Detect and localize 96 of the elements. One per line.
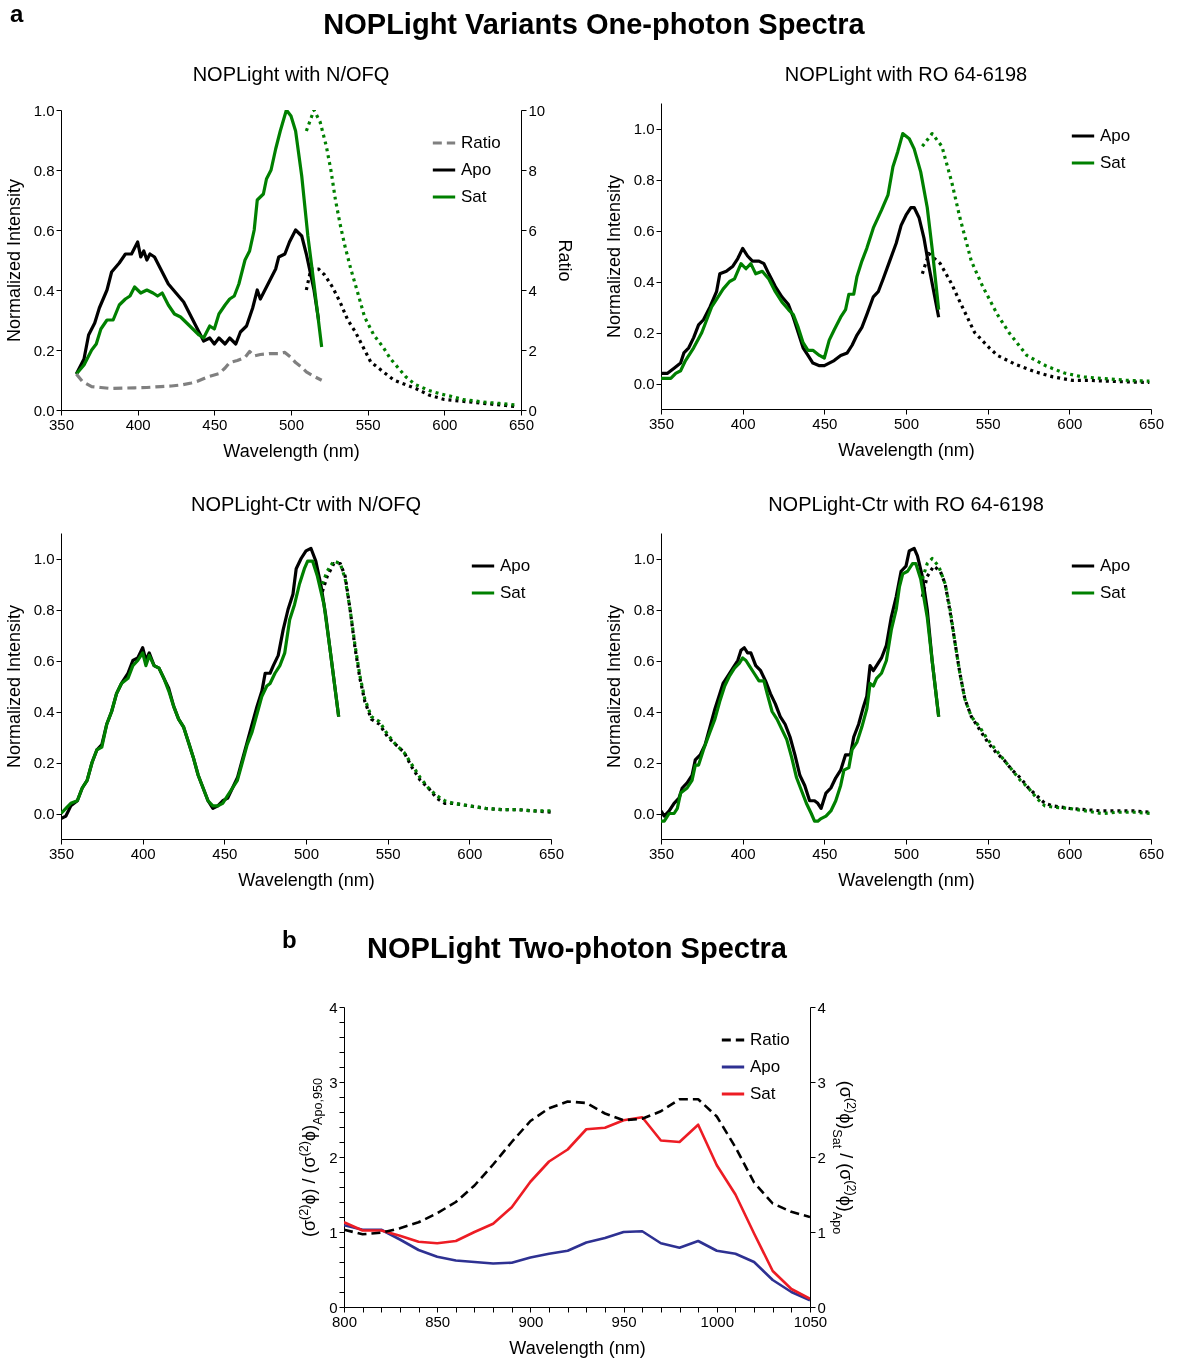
y-axis-title: Normalized Intensity xyxy=(603,604,624,769)
chart-title: NOPLight with N/OFQ xyxy=(192,63,390,85)
y-tick-label: 0.6 xyxy=(33,652,55,669)
legend-label: Ratio xyxy=(461,133,501,152)
x-tick-label: 900 xyxy=(518,1312,544,1330)
x-tick-label: 500 xyxy=(893,414,920,432)
y-tick-label: 0.4 xyxy=(633,703,655,720)
x-tick-label: 350 xyxy=(48,844,75,862)
legend-label: Apo xyxy=(1100,556,1131,575)
legend-label: Sat xyxy=(500,583,526,602)
x-axis-title: Wavelength (nm) xyxy=(509,1337,646,1358)
x-tick-label: 450 xyxy=(212,844,238,862)
x-tick-label: 350 xyxy=(648,414,675,432)
y-tick-label: 1.0 xyxy=(633,550,655,567)
x-tick-label: 850 xyxy=(425,1312,451,1330)
x-tick-label: 950 xyxy=(611,1312,637,1330)
x-tick-label: 450 xyxy=(202,415,228,433)
x-axis-title: Wavelength (nm) xyxy=(838,869,975,890)
y-tick-label: 0.4 xyxy=(633,273,655,290)
y-tick-label: 3 xyxy=(329,1073,338,1091)
x-tick-label: 400 xyxy=(130,844,156,862)
y-tick-label: 0.0 xyxy=(33,805,55,822)
y-tick-label: 0.4 xyxy=(33,281,55,299)
x-tick-label: 450 xyxy=(812,844,838,862)
y2-tick-label: 3 xyxy=(817,1073,826,1091)
y-tick-label: 4 xyxy=(329,998,338,1016)
y2-tick-label: 2 xyxy=(528,341,537,359)
x-tick-label: 500 xyxy=(278,415,305,433)
x-tick-label: 500 xyxy=(893,844,920,862)
y-tick-label: 0.2 xyxy=(633,754,655,771)
x-tick-label: 1000 xyxy=(700,1312,734,1330)
x-tick-label: 350 xyxy=(648,844,675,862)
x-tick-label: 650 xyxy=(538,844,565,862)
x-tick-label: 500 xyxy=(293,844,320,862)
y-axis-title: Normalized Intensity xyxy=(603,174,624,339)
y-tick-label: 0.6 xyxy=(33,221,55,239)
y2-tick-label: 6 xyxy=(528,221,537,239)
legend-label: Apo xyxy=(461,160,492,179)
y-tick-label: 1.0 xyxy=(633,120,655,137)
x-tick-label: 600 xyxy=(1057,414,1083,432)
chart-title: NOPLight-Ctr with N/OFQ xyxy=(190,493,422,515)
x-tick-label: 400 xyxy=(730,414,756,432)
y-tick-label: 0.2 xyxy=(33,341,55,359)
x-tick-label: 450 xyxy=(812,414,838,432)
x-tick-label: 550 xyxy=(975,414,1001,432)
x-tick-label: 400 xyxy=(730,844,756,862)
y2-tick-label: 2 xyxy=(817,1148,826,1166)
y-tick-label: 0.0 xyxy=(633,805,655,822)
legend-label: Apo xyxy=(1100,126,1131,145)
y-tick-label: 0.6 xyxy=(633,652,655,669)
y2-axis-title: Ratio xyxy=(555,239,576,282)
legend-label: Ratio xyxy=(750,1030,790,1049)
legend-label: Sat xyxy=(1100,153,1126,172)
x-tick-label: 550 xyxy=(975,844,1001,862)
x-tick-label: 600 xyxy=(457,844,483,862)
y-axis-title: Normalized Intensity xyxy=(3,604,24,769)
y-tick-label: 1.0 xyxy=(33,101,55,119)
y-tick-label: 1.0 xyxy=(33,550,55,567)
y-tick-label: 0.4 xyxy=(33,703,55,720)
y2-tick-label: 4 xyxy=(817,998,826,1016)
x-tick-label: 600 xyxy=(1057,844,1083,862)
x-tick-label: 600 xyxy=(432,415,458,433)
y-tick-label: 0.8 xyxy=(33,601,55,618)
chart-title: NOPLight-Ctr with RO 64-6198 xyxy=(768,493,1044,515)
y-axis-title: Normalized Intensity xyxy=(3,178,24,343)
y-tick-label: 0.8 xyxy=(633,171,655,188)
x-tick-label: 650 xyxy=(1138,414,1165,432)
x-axis-title: Wavelength (nm) xyxy=(223,440,360,461)
legend-label: Sat xyxy=(461,187,487,206)
y2-tick-label: 10 xyxy=(528,101,546,119)
chart-title: NOPLight with RO 64-6198 xyxy=(784,63,1028,85)
y2-tick-label: 1 xyxy=(817,1223,826,1241)
text: NOPLight Variants One-photon Spectra xyxy=(323,8,865,40)
y2-tick-label: 8 xyxy=(528,161,537,179)
text: a xyxy=(10,0,24,28)
x-tick-label: 650 xyxy=(1138,844,1165,862)
x-axis-title: Wavelength (nm) xyxy=(838,439,975,460)
x-tick-label: 400 xyxy=(125,415,151,433)
y-tick-label: 0.6 xyxy=(633,222,655,239)
y2-tick-label: 4 xyxy=(528,281,537,299)
y-tick-label: 0.8 xyxy=(633,601,655,618)
y-tick-label: 0.2 xyxy=(633,324,655,341)
legend-label: Apo xyxy=(500,556,531,575)
y-tick-label: 0.0 xyxy=(633,375,655,392)
text: b xyxy=(282,926,297,954)
chart-title: NOPLight Two-photon Spectra xyxy=(367,932,788,965)
legend-label: Sat xyxy=(1100,583,1126,602)
legend-label: Apo xyxy=(750,1057,781,1076)
legend-label: Sat xyxy=(750,1084,776,1103)
x-tick-label: 550 xyxy=(355,415,381,433)
y-tick-label: 1 xyxy=(329,1223,338,1241)
x-axis-title: Wavelength (nm) xyxy=(238,869,375,890)
y-tick-label: 0.8 xyxy=(33,161,55,179)
y-tick-label: 2 xyxy=(329,1148,338,1166)
y-tick-label: 0.2 xyxy=(33,754,55,771)
x-tick-label: 550 xyxy=(375,844,401,862)
